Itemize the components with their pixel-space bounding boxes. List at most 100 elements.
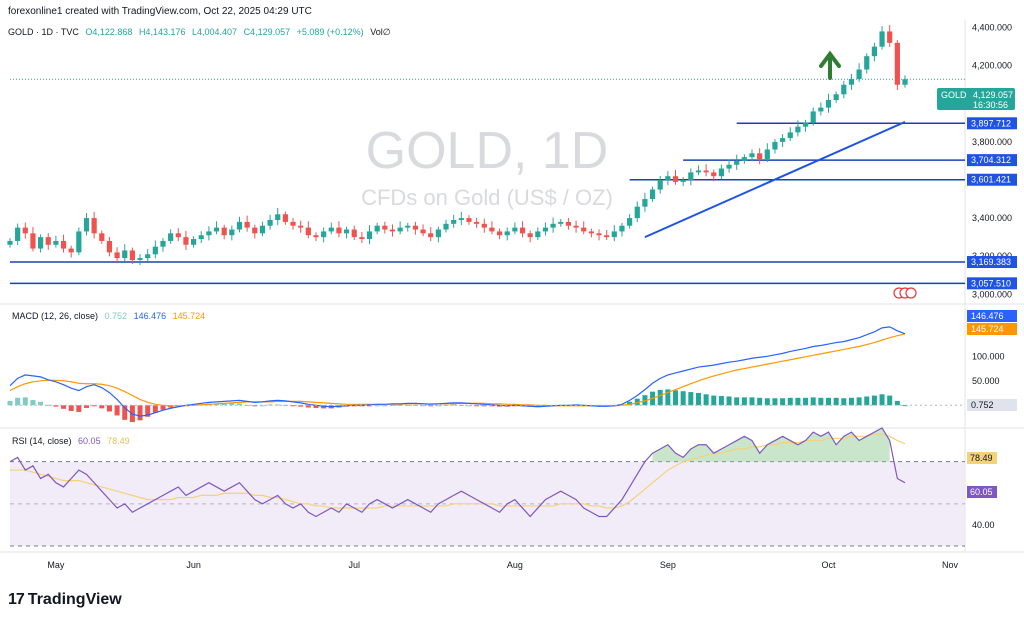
macd-value-box [967,310,1017,322]
candle-body [718,168,725,177]
tradingview-mark-icon: 17 [8,591,25,608]
candle-body [321,231,327,238]
candle-body [711,172,717,177]
open-value: O4,122.868 [85,27,133,37]
symbol-label[interactable]: GOLD · 1D · TVC [8,27,79,37]
candle-body [106,240,113,253]
candle-body [175,233,181,238]
macd-histogram-bar [726,396,732,406]
macd-signal-value: 145.724 [172,311,206,321]
candle-body [221,227,227,236]
macd-histogram-bar [856,397,862,406]
macd-histogram-bar [68,405,74,412]
candle-body [236,221,243,230]
macd-hist-box [967,399,1017,411]
candle-body [290,221,296,226]
candle-body [749,153,755,158]
candle-body [420,229,426,234]
macd-histogram-bar [764,398,770,406]
candle-body [382,225,388,230]
candle-body [634,206,640,219]
macd-tick-label: 50.000 [972,376,1000,386]
price-badge-symbol: GOLD [941,90,967,100]
volume-label: Vol∅ [370,27,391,37]
candle-body [366,231,373,240]
price-badge-countdown: 16:30:56 [973,100,1008,110]
rsi-label[interactable]: RSI (14, close) [12,436,72,446]
change-value: +5.089 (+0.12%) [296,27,364,37]
candle-body [15,227,21,241]
candle-body [604,235,610,238]
time-axis-label: Aug [507,560,523,570]
candle-body [252,227,258,234]
macd-histogram-bar [405,404,411,406]
macd-histogram-bar [826,397,832,406]
rsi-value-label: 60.05 [970,487,993,497]
candle-body [22,227,28,234]
rsi-ma-box [967,452,997,464]
chart-credit: forexonline1 created with TradingView.co… [8,6,312,17]
candle-body [688,172,694,180]
candle-body [412,225,419,230]
candle-body [458,218,464,220]
candle-body [649,189,656,200]
level-label: 3,704.312 [971,155,1011,165]
macd-histogram-bar [451,404,457,406]
candle-body [53,240,59,245]
macd-histogram-bar [634,398,640,406]
candle-body [565,221,572,226]
candle-body [45,237,51,245]
candle-body [611,231,617,238]
macd-hist-label: 0.752 [971,400,994,410]
macd-histogram-bar [879,394,885,406]
candle-body [481,223,487,228]
macd-histogram-bar [887,395,893,406]
level-label-box [967,173,1017,186]
candle-body [343,229,350,234]
macd-histogram-bar [688,392,694,406]
macd-histogram-bar [76,405,82,412]
macd-histogram-bar [718,396,724,406]
macd-histogram-bar [374,405,380,407]
macd-histogram-bar [673,390,679,406]
candle-body [695,170,702,173]
candle-body [757,153,763,160]
candle-body [466,218,472,222]
candle-body [833,94,839,100]
candle-body [581,227,587,232]
macd-signal-box [967,323,1017,335]
candle-body [825,100,832,108]
macd-histogram-bar [244,404,250,406]
macd-histogram-bar [642,395,648,406]
macd-histogram-bar [810,397,816,406]
price-tick-label: 4,200.000 [972,61,1012,71]
candle-body [772,141,778,150]
candle-body [764,149,770,160]
candle-body [122,250,128,259]
level-label-box [967,256,1017,269]
rsi-value: 60.05 [78,436,101,446]
macd-histogram-bar [894,400,900,406]
macd-legend: MACD (12, 26, close) 0.752 146.476 145.7… [12,311,209,321]
candle-body [542,227,549,232]
macd-histogram-bar [833,397,839,406]
macd-histogram-bar [114,405,120,416]
macd-histogram-bar [106,405,112,412]
candle-body [550,223,556,228]
candle-body [198,235,204,240]
macd-label[interactable]: MACD (12, 26, close) [12,311,99,321]
macd-histogram-bar [305,405,311,408]
candle-body [680,180,686,182]
candle-body [336,227,342,234]
candle-body [259,225,266,234]
macd-histogram-bar [695,392,701,406]
macd-histogram-bar [420,405,426,407]
candle-body [206,231,212,236]
macd-histogram-bar [841,398,847,406]
candle-body [657,180,663,190]
trendline [644,120,906,239]
candle-body [902,79,908,85]
level-label: 3,057.510 [971,278,1011,288]
rsi-line [9,427,906,518]
